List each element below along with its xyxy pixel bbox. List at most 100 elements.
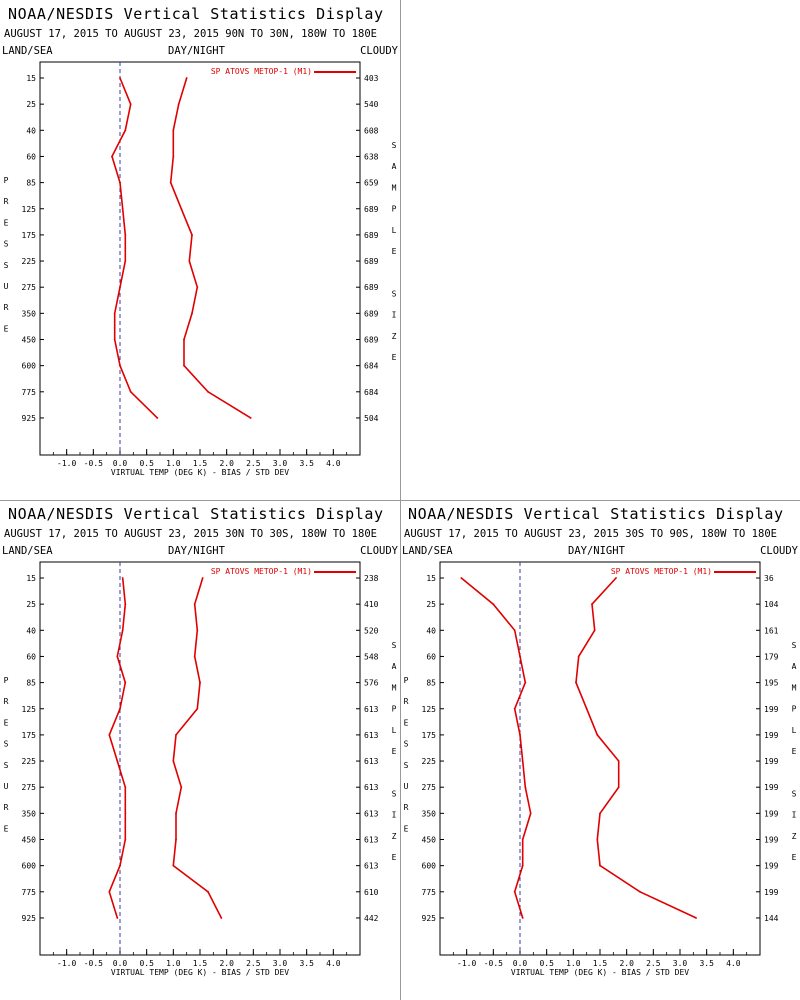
x-tick-label: 0.5 [139, 959, 154, 968]
x-axis-label: VIRTUAL TEMP (DEG K) - BIAS / STD DEV [111, 968, 289, 977]
series-line-std-dev [169, 77, 252, 419]
data-point [188, 260, 191, 262]
data-point [175, 812, 177, 815]
data-point [156, 417, 159, 419]
sample-size-label: 195 [764, 679, 779, 688]
pressure-tick-label: 125 [422, 705, 437, 714]
label-cloudy: CLOUDY [760, 545, 798, 557]
sample-axis-letter: P [792, 705, 797, 714]
data-point [119, 181, 121, 184]
series-line-bias [460, 577, 532, 919]
sample-size-label: 689 [364, 231, 379, 240]
series-line-std-dev [172, 577, 223, 919]
sample-size-label: 199 [764, 757, 779, 766]
data-point [183, 338, 185, 341]
data-point [119, 364, 121, 367]
pressure-tick-label: 350 [22, 309, 37, 318]
pressure-tick-label: 40 [26, 126, 36, 135]
data-point [524, 681, 527, 684]
pressure-tick-label: 925 [22, 914, 37, 923]
data-point [585, 707, 588, 710]
x-axis-label: VIRTUAL TEMP (DEG K) - BIAS / STD DEV [511, 968, 689, 977]
data-point [193, 603, 196, 606]
sample-axis-letter: E [392, 747, 397, 756]
sample-size-label: 548 [364, 652, 379, 661]
data-point [111, 155, 113, 158]
data-point [175, 734, 177, 736]
data-point [124, 234, 127, 236]
data-point [180, 207, 183, 210]
sample-size-label: 199 [764, 731, 779, 740]
chart-title: NOAA/NESDIS Vertical Statistics Display [8, 5, 384, 23]
data-point [180, 786, 183, 789]
chart-panel-2: NOAA/NESDIS Vertical Statistics Display A… [0, 500, 400, 1000]
data-point [172, 155, 175, 158]
data-point [196, 707, 199, 710]
data-point [596, 838, 599, 841]
data-point [599, 864, 601, 867]
sample-axis-letter: E [392, 353, 397, 362]
x-tick-label: 3.0 [273, 959, 288, 968]
pressure-tick-label: 40 [26, 626, 36, 635]
x-tick-label: 2.5 [246, 459, 261, 468]
data-point [193, 655, 196, 658]
data-point [129, 390, 132, 393]
pressure-tick-label: 25 [426, 600, 436, 609]
sample-size-label: 689 [364, 309, 379, 318]
sample-axis-letter: M [792, 683, 797, 692]
label-day-night: DAY/NIGHT [568, 545, 625, 557]
data-point [521, 838, 524, 841]
data-point [695, 917, 697, 919]
sample-size-label: 442 [364, 914, 379, 923]
data-point [577, 655, 580, 658]
pressure-axis-letter: E [404, 718, 409, 727]
x-tick-label: 0.5 [139, 459, 154, 468]
sample-axis-letter: I [792, 811, 797, 820]
data-point [121, 629, 124, 632]
sample-axis-letter: S [392, 641, 397, 650]
pressure-tick-label: 450 [22, 836, 37, 845]
pressure-tick-label: 15 [26, 74, 36, 83]
sample-axis-letter: S [792, 789, 797, 798]
pressure-tick-label: 125 [22, 705, 37, 714]
data-point [119, 864, 121, 867]
pressure-axis-letter: U [4, 282, 9, 291]
x-tick-label: 3.5 [699, 959, 714, 968]
label-cloudy: CLOUDY [360, 545, 398, 557]
data-point [113, 312, 116, 315]
x-tick-label: 3.0 [673, 959, 688, 968]
label-land-sea: LAND/SEA [402, 545, 453, 557]
sample-size-label: 684 [364, 362, 379, 371]
sample-size-label: 410 [364, 600, 379, 609]
sample-size-label: 520 [364, 626, 379, 635]
pressure-axis-letter: S [4, 240, 9, 249]
sample-axis-letter: S [392, 789, 397, 798]
data-point [207, 890, 209, 893]
data-point [529, 812, 532, 815]
pressure-axis-letter: S [4, 761, 9, 770]
pressure-axis-letter: S [404, 740, 409, 749]
sample-size-label: 199 [764, 705, 779, 714]
pressure-tick-label: 275 [22, 783, 37, 792]
data-point [521, 864, 524, 867]
pressure-axis-letter: U [4, 782, 9, 791]
panel-divider-horizontal [0, 500, 800, 501]
pressure-tick-label: 15 [426, 574, 436, 583]
sample-size-label: 179 [764, 652, 779, 661]
sample-size-label: 613 [364, 731, 379, 740]
data-point [119, 707, 121, 710]
pressure-tick-label: 85 [426, 679, 436, 688]
pressure-axis-letter: R [4, 697, 9, 706]
sample-axis-letter: S [392, 289, 397, 298]
pressure-tick-label: 225 [22, 257, 37, 266]
data-point [121, 207, 124, 210]
x-tick-label: 2.5 [646, 959, 661, 968]
chart-plot: -1.0 -0.5 0.0 0.5 1.0 1.5 2.0 2.5 3.0 3.5 4.0 VIRTU… [404, 561, 797, 977]
sample-size-label: 199 [764, 836, 779, 845]
data-point [220, 917, 223, 919]
pressure-axis-letter: E [4, 324, 9, 333]
x-tick-label: 4.0 [326, 459, 341, 468]
pressure-tick-label: 775 [22, 388, 37, 397]
x-tick-label: -0.5 [84, 459, 103, 468]
data-point [207, 390, 209, 393]
